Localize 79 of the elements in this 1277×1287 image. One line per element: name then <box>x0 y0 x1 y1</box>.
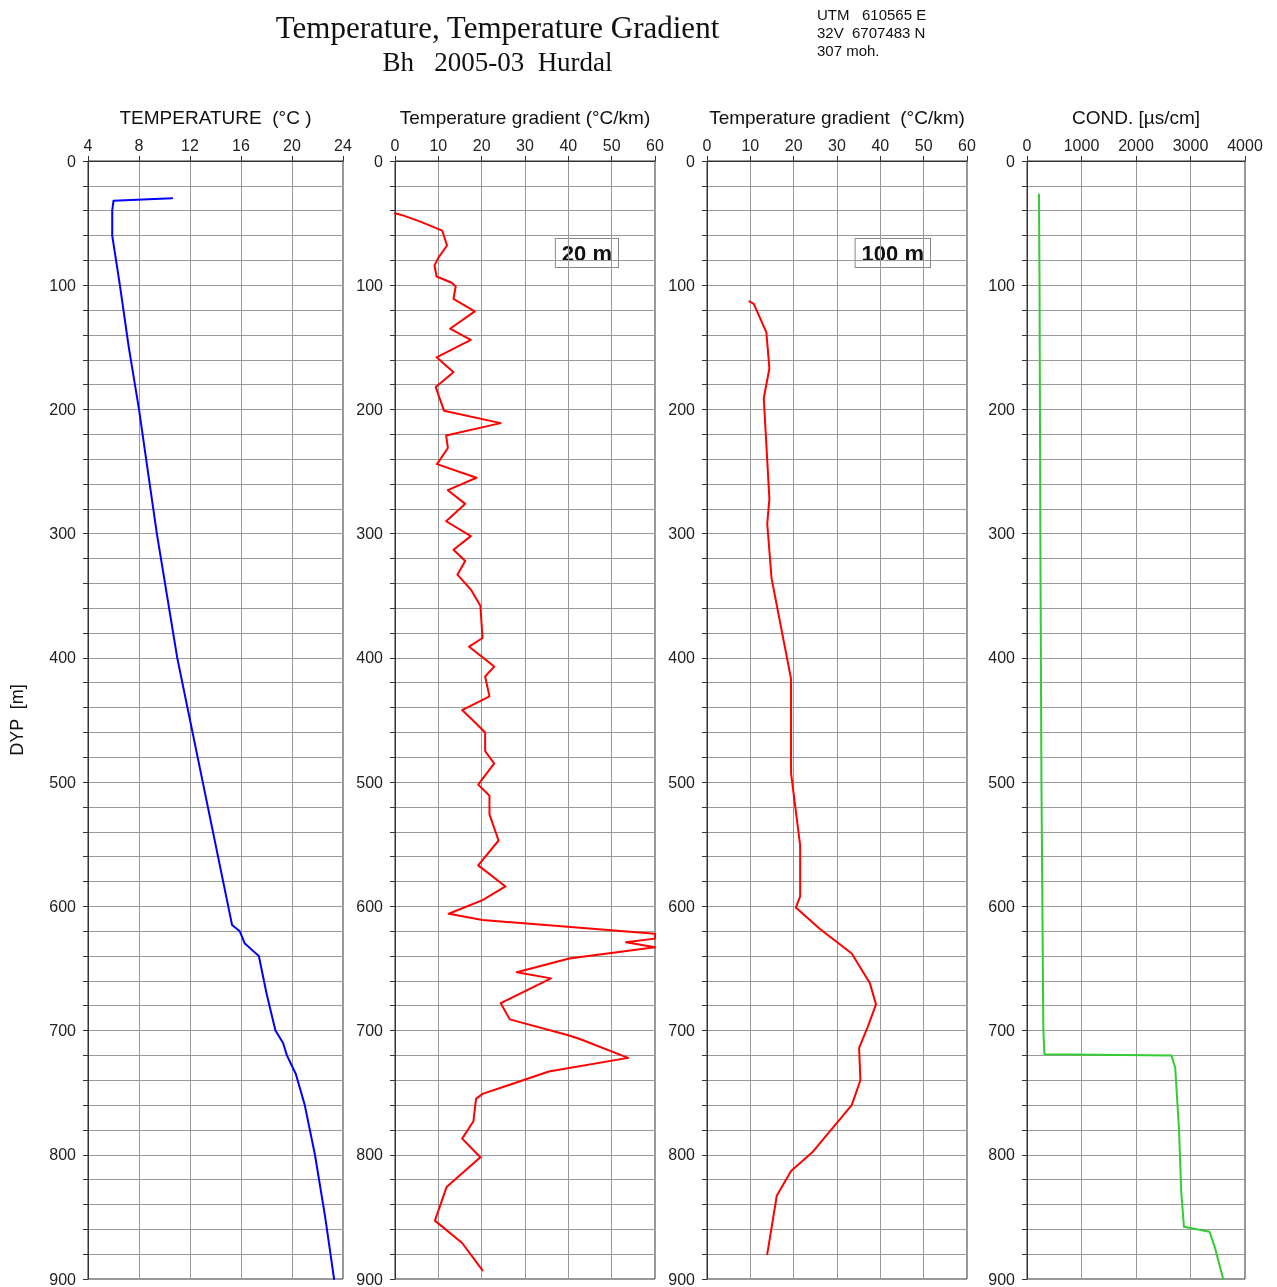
y-tick-label: 200 <box>988 400 1016 418</box>
x-tick-label: 40 <box>871 136 890 154</box>
y-tick-label: 700 <box>668 1022 696 1040</box>
y-tick-label: 0 <box>686 152 696 170</box>
y-tick-label: 200 <box>49 400 77 418</box>
y-tick-label: 900 <box>356 1270 384 1287</box>
text: 307 moh. <box>817 42 881 60</box>
x-axis-title: Temperature gradient (°C/km) <box>399 107 651 128</box>
chart-subtitle: Bh 2005-03 Hurdal <box>381 46 614 78</box>
x-tick-label: 10 <box>741 136 760 154</box>
x-axis-title: Temperature gradient (°C/km) <box>709 107 965 128</box>
x-tick-label: 24 <box>334 136 352 154</box>
y-tick-label: 800 <box>49 1146 77 1164</box>
x-tick-label: 10 <box>429 136 448 154</box>
line-series <box>1037 193 1225 1280</box>
y-tick-label: 500 <box>668 773 696 791</box>
y-tick-label: 500 <box>49 773 77 791</box>
y-tick-label: 0 <box>374 152 384 170</box>
x-tick-label: 40 <box>559 136 578 154</box>
y-tick-label: 800 <box>988 1146 1016 1164</box>
x-tick-label: 2000 <box>1118 136 1154 154</box>
y-tick-label: 100 <box>49 276 77 294</box>
y-tick-label: 600 <box>49 897 77 915</box>
y-tick-label: 500 <box>988 773 1016 791</box>
x-tick-label: 20 <box>283 136 301 154</box>
y-tick-label: 300 <box>356 525 384 543</box>
y-tick-label: 700 <box>49 1022 77 1040</box>
x-tick-label: 0 <box>1022 136 1032 154</box>
x-tick-label: 60 <box>958 136 976 154</box>
x-tick-label: 30 <box>516 136 534 154</box>
y-tick-label: 400 <box>49 649 77 667</box>
y-tick-label: 600 <box>668 897 696 915</box>
x-axis-title: TEMPERATURE (°C ) <box>119 107 312 128</box>
y-tick-label: 900 <box>988 1270 1016 1287</box>
y-tick-label: 0 <box>67 152 77 170</box>
x-tick-label: 60 <box>646 136 664 154</box>
y-tick-label: 100 <box>988 276 1016 294</box>
y-tick-label: 600 <box>356 897 384 915</box>
y-tick-label: 900 <box>49 1270 77 1287</box>
x-tick-label: 12 <box>181 136 199 154</box>
x-tick-label: 1000 <box>1063 136 1100 154</box>
y-tick-label: 100 <box>668 276 696 294</box>
y-tick-label: 900 <box>668 1270 696 1287</box>
x-tick-label: 4 <box>83 136 93 154</box>
y-tick-label: 400 <box>668 649 696 667</box>
y-tick-label: 800 <box>356 1146 384 1164</box>
x-axis-title: COND. [µs/cm] <box>1071 107 1201 128</box>
y-tick-label: 600 <box>988 897 1016 915</box>
x-tick-label: 0 <box>702 136 712 154</box>
x-tick-label: 8 <box>134 136 144 154</box>
y-tick-label: 700 <box>356 1022 384 1040</box>
y-tick-label: 400 <box>356 649 384 667</box>
x-tick-label: 4000 <box>1227 136 1263 154</box>
x-tick-label: 0 <box>390 136 400 154</box>
y-tick-label: 500 <box>356 773 384 791</box>
x-tick-label: 3000 <box>1172 136 1209 154</box>
y-tick-label: 800 <box>668 1146 696 1164</box>
text: 32V 6707483 N <box>817 24 927 42</box>
y-tick-label: 300 <box>49 525 77 543</box>
x-tick-label: 50 <box>914 136 933 154</box>
y-tick-label: 700 <box>988 1022 1016 1040</box>
y-tick-label: 200 <box>668 400 696 418</box>
y-tick-label: 200 <box>356 400 384 418</box>
line-series <box>394 212 656 1272</box>
chart-title: Temperature, Temperature Gradient <box>274 10 721 46</box>
x-tick-label: 30 <box>828 136 846 154</box>
line-series <box>111 197 336 1280</box>
y-tick-label: 300 <box>988 525 1016 543</box>
y-tick-label: 300 <box>668 525 696 543</box>
x-tick-label: 20 <box>784 136 803 154</box>
y-tick-label: 100 <box>356 276 384 294</box>
y-axis-title: DYP [m] <box>7 684 27 756</box>
x-tick-label: 16 <box>232 136 250 154</box>
line-series <box>748 300 877 1256</box>
text: UTM 610565 E <box>817 6 927 24</box>
y-tick-label: 400 <box>988 649 1016 667</box>
x-tick-label: 20 <box>472 136 491 154</box>
y-tick-label: 0 <box>1006 152 1016 170</box>
x-tick-label: 50 <box>602 136 621 154</box>
